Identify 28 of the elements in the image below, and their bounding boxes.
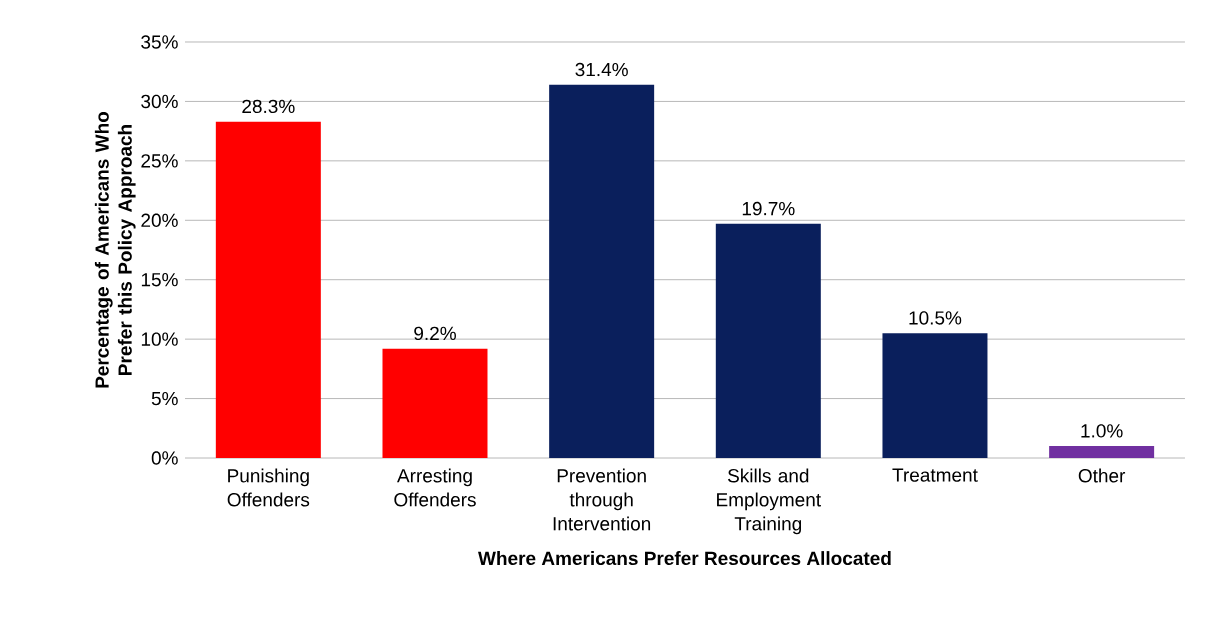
data-label: 9.2%	[414, 326, 456, 341]
x-axis-title: Where Americans Prefer Resources Allocated	[478, 551, 891, 566]
y-tick-label: 20%	[141, 213, 178, 228]
y-tick-label: 5%	[151, 391, 178, 406]
x-tick-label: Arresting Offenders	[394, 468, 476, 507]
bar	[1049, 446, 1155, 458]
y-tick-label: 15%	[141, 273, 178, 287]
y-tick-label: 0%	[151, 451, 178, 465]
x-tick-label: Treatment	[892, 468, 978, 482]
data-label: 31.4%	[575, 62, 628, 77]
bar	[549, 84, 655, 458]
y-axis-title: Percentage of Americans Who Prefer this Policy Approach	[94, 111, 136, 388]
bar	[215, 121, 321, 458]
y-tick-label: 10%	[141, 332, 178, 346]
bar	[382, 348, 488, 458]
y-tick-label: 35%	[141, 35, 178, 49]
data-label: 1.0%	[1081, 424, 1123, 438]
data-label: 19.7%	[742, 201, 795, 216]
y-tick-label: 30%	[141, 94, 178, 109]
bar	[882, 333, 988, 458]
bar	[715, 223, 821, 458]
x-tick-label: Skills and Employment Training	[717, 468, 821, 535]
data-label: 28.3%	[242, 99, 295, 114]
data-label: 10.5%	[909, 311, 962, 325]
y-tick-label: 25%	[141, 154, 178, 168]
x-tick-label: Other	[1078, 468, 1126, 483]
x-tick-label: Punishing Offenders	[227, 468, 310, 507]
x-tick-label: Prevention through Intervention	[553, 468, 651, 531]
